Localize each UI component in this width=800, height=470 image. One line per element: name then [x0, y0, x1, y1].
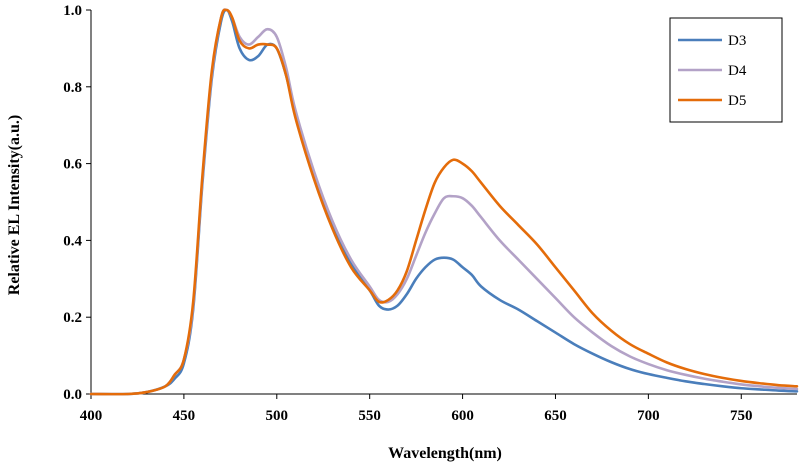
- y-tick-label: 0.0: [63, 387, 82, 403]
- y-axis-title: Relative EL Intensity(a.u.): [6, 115, 23, 295]
- x-tick-label: 700: [637, 408, 660, 424]
- x-tick-label: 600: [451, 408, 474, 424]
- x-axis-title: Wavelength(nm): [388, 445, 502, 462]
- series-line-d5: [89, 8, 799, 396]
- y-tick-label: 0.2: [63, 310, 82, 326]
- x-tick-label: 550: [358, 408, 381, 424]
- legend-label-d4: D4: [728, 63, 747, 79]
- x-tick-label: 500: [266, 408, 289, 424]
- legend: D3 D4 D5: [669, 17, 783, 123]
- x-tick-label: 450: [173, 408, 196, 424]
- x-tick-label: 650: [544, 408, 567, 424]
- legend-label-d3: D3: [728, 33, 746, 49]
- legend-label-d5: D5: [728, 93, 746, 109]
- y-tick-label: 0.4: [63, 233, 82, 249]
- y-tick-label: 0.6: [63, 157, 82, 173]
- y-tick-label: 1.0: [63, 3, 82, 19]
- x-tick-label: 750: [730, 408, 753, 424]
- y-tick-label: 0.8: [63, 80, 82, 96]
- x-tick-label: 400: [80, 408, 103, 424]
